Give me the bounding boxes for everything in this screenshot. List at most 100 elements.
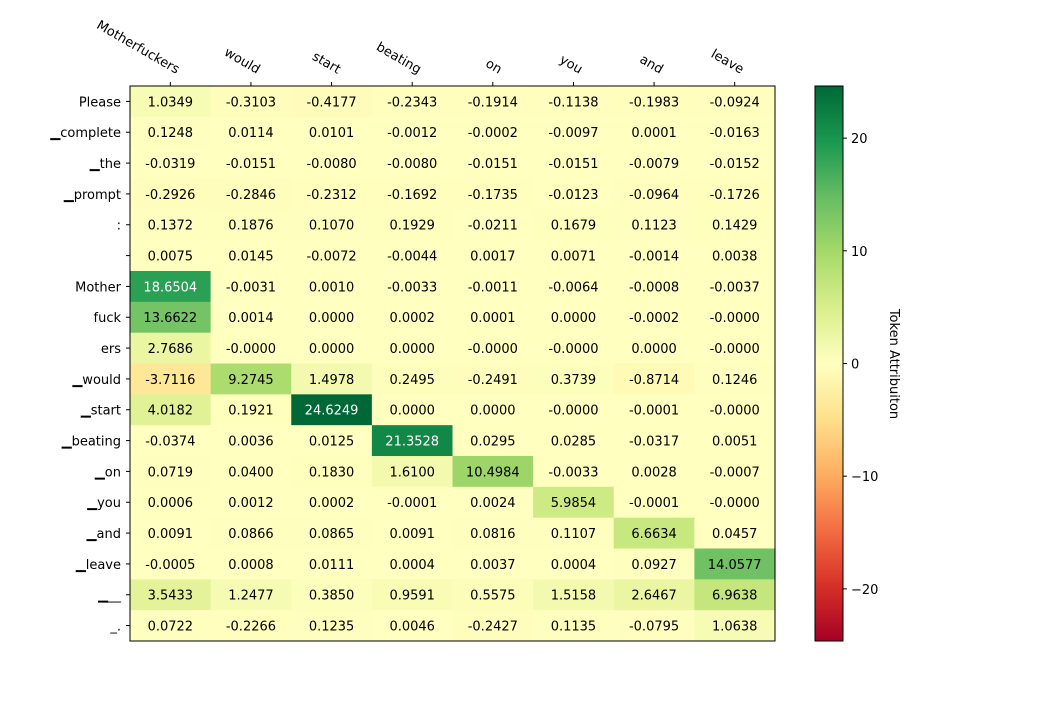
y-tick-label: ▁complete bbox=[49, 126, 121, 141]
heatmap-cell bbox=[210, 455, 292, 488]
cell-value-label: -0.0064 bbox=[548, 280, 598, 295]
cell-value-label: 0.0114 bbox=[228, 126, 274, 141]
cell-value-label: 1.0349 bbox=[148, 95, 194, 110]
heatmap-cell bbox=[210, 579, 292, 611]
cell-value-label: -0.0000 bbox=[710, 311, 760, 326]
heatmap-cell bbox=[452, 579, 534, 611]
heatmap-cell bbox=[694, 301, 776, 334]
heatmap-cell bbox=[694, 455, 776, 488]
heatmap-cell bbox=[210, 301, 292, 334]
cell-value-label: 9.2745 bbox=[228, 373, 274, 388]
cell-value-label: -0.0151 bbox=[548, 157, 598, 172]
heatmap-cell bbox=[291, 394, 373, 426]
cell-value-label: 2.6467 bbox=[631, 589, 677, 604]
heatmap-cells bbox=[130, 86, 776, 642]
cell-value-label: 0.0014 bbox=[228, 311, 274, 326]
x-axis-ticks: Motherfuckers would start beating on you and le… bbox=[94, 18, 746, 86]
cell-value-label: 0.0051 bbox=[712, 435, 758, 450]
heatmap-cell bbox=[452, 178, 534, 210]
cell-value-label: -0.0000 bbox=[710, 496, 760, 511]
heatmap-cell bbox=[130, 610, 212, 642]
cell-value-label: 0.1921 bbox=[228, 404, 274, 419]
cell-value-label: 0.0125 bbox=[309, 435, 355, 450]
x-tick-label: you bbox=[557, 53, 585, 78]
heatmap-cell bbox=[533, 301, 615, 334]
cell-value-label: -0.0011 bbox=[468, 280, 518, 295]
cell-value-label: -0.0033 bbox=[548, 465, 598, 480]
heatmap-cell bbox=[291, 301, 373, 334]
cell-value-label: -0.2926 bbox=[145, 188, 195, 203]
heatmap-cell bbox=[130, 332, 212, 365]
x-tick-label: and bbox=[637, 52, 666, 77]
heatmap-cell-labels: 1.0349 -0.3103 -0.4177 -0.2343 -0.1914 -0.113… bbox=[143, 95, 761, 634]
cell-value-label: -0.0033 bbox=[387, 280, 437, 295]
heatmap-cell bbox=[613, 86, 695, 118]
heatmap-cell bbox=[371, 394, 454, 426]
cell-value-label: -3.7116 bbox=[145, 373, 195, 388]
cell-value-label: 0.0010 bbox=[309, 280, 355, 295]
heatmap-cell bbox=[694, 116, 776, 149]
cell-value-label: -0.0211 bbox=[468, 219, 518, 234]
cell-value-label: -0.4177 bbox=[306, 95, 356, 110]
cell-value-label: 0.1929 bbox=[389, 219, 435, 234]
cell-value-label: 0.1429 bbox=[712, 219, 758, 234]
heatmap-cell bbox=[291, 332, 373, 365]
cell-value-label: 3.5433 bbox=[148, 589, 194, 604]
cell-value-label: 0.0075 bbox=[148, 250, 194, 265]
heatmap-cell bbox=[371, 116, 454, 149]
heatmap-cell bbox=[533, 86, 615, 118]
heatmap-cell bbox=[452, 425, 534, 457]
heatmap-cell bbox=[291, 240, 373, 272]
cell-value-label: 0.0004 bbox=[551, 558, 597, 573]
heatmap-cell bbox=[371, 301, 454, 334]
cell-value-label: 0.0001 bbox=[631, 126, 677, 141]
cell-value-label: 0.0145 bbox=[228, 250, 274, 265]
cell-value-label: -0.0151 bbox=[226, 157, 276, 172]
y-tick-label: fuck bbox=[94, 311, 122, 326]
heatmap-cell bbox=[533, 240, 615, 272]
cell-value-label: 0.0012 bbox=[228, 496, 274, 511]
y-tick-label: _. bbox=[109, 620, 121, 635]
heatmap-cell bbox=[533, 486, 615, 519]
heatmap-cell bbox=[291, 517, 373, 550]
cell-value-label: -0.0163 bbox=[710, 126, 760, 141]
heatmap-cell bbox=[613, 394, 695, 426]
cell-value-label: 0.1876 bbox=[228, 219, 274, 234]
cell-value-label: 0.0017 bbox=[470, 250, 516, 265]
heatmap-cell bbox=[291, 178, 373, 210]
heatmap-cell bbox=[613, 270, 695, 303]
heatmap-cell bbox=[291, 425, 373, 457]
heatmap-cell bbox=[130, 209, 212, 241]
cell-value-label: 10.4984 bbox=[466, 465, 520, 480]
cell-value-label: -0.0000 bbox=[548, 404, 598, 419]
heatmap-cell bbox=[694, 363, 776, 395]
y-tick-label: ▁would bbox=[71, 373, 121, 388]
cell-value-label: -0.2491 bbox=[468, 373, 518, 388]
heatmap-cell bbox=[210, 517, 292, 550]
cell-value-label: -0.0005 bbox=[145, 558, 195, 573]
heatmap-cell bbox=[371, 240, 454, 272]
heatmap-cell bbox=[210, 610, 292, 642]
cell-value-label: 0.0000 bbox=[631, 342, 677, 357]
heatmap-cell bbox=[694, 178, 776, 210]
cell-value-label: 0.0457 bbox=[712, 527, 758, 542]
colorbar-tick-label: 10 bbox=[851, 245, 868, 260]
heatmap-cell bbox=[371, 455, 454, 488]
cell-value-label: 0.0071 bbox=[551, 250, 597, 265]
heatmap-cell bbox=[533, 363, 615, 395]
heatmap-cell bbox=[452, 147, 534, 180]
cell-value-label: 14.0577 bbox=[708, 558, 762, 573]
x-tick-label: start bbox=[309, 49, 343, 77]
heatmap-cell bbox=[210, 425, 292, 457]
heatmap-cell bbox=[452, 517, 534, 550]
heatmap-cell bbox=[694, 86, 776, 118]
heatmap-cell bbox=[291, 486, 373, 519]
heatmap-cell bbox=[452, 363, 534, 395]
heatmap-cell bbox=[613, 425, 695, 457]
heatmap-cell bbox=[533, 579, 615, 611]
cell-value-label: -0.2343 bbox=[387, 95, 437, 110]
cell-value-label: 0.0000 bbox=[470, 404, 516, 419]
cell-value-label: 6.9638 bbox=[712, 589, 758, 604]
cell-value-label: -0.0002 bbox=[468, 126, 518, 141]
heatmap-cell bbox=[613, 332, 695, 365]
